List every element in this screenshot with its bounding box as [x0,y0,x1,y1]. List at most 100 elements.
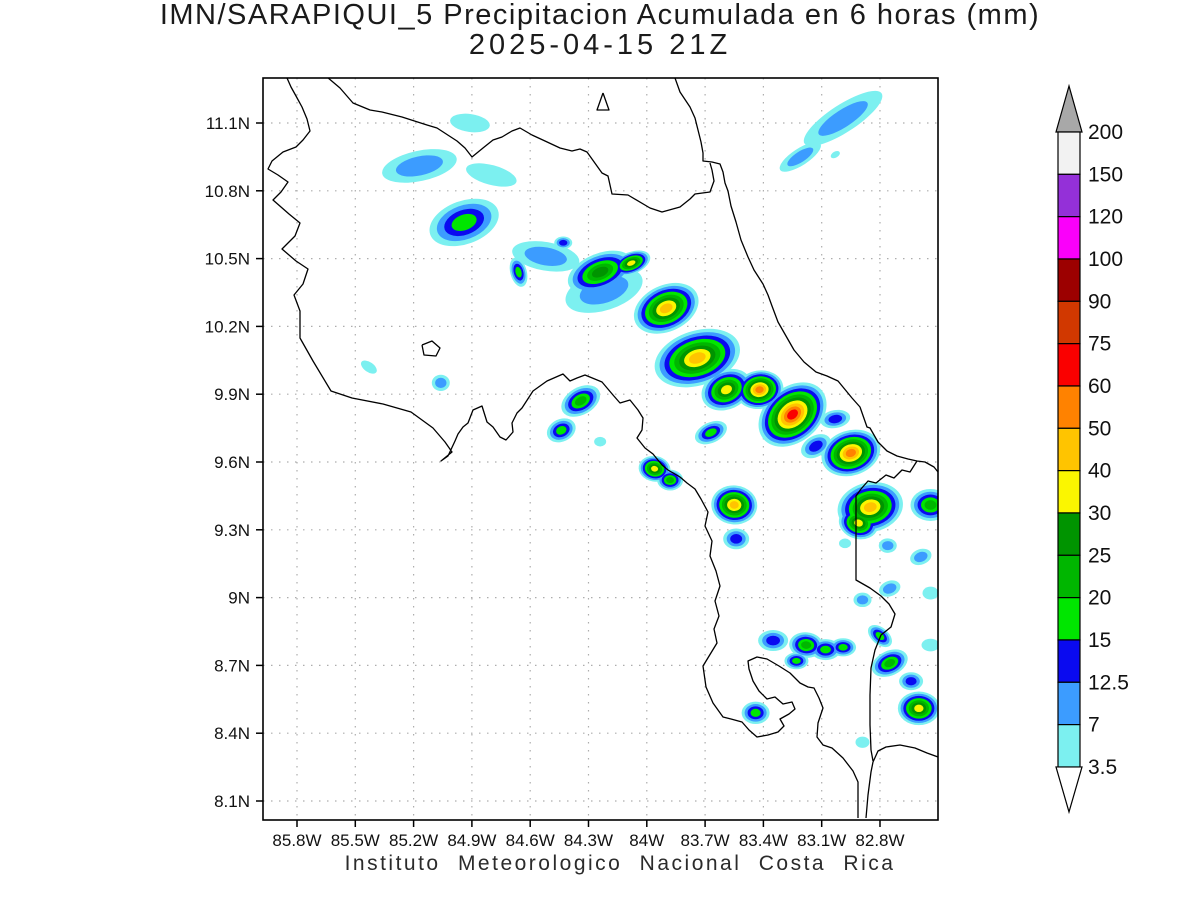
colorbar-segment [1057,258,1081,302]
precip-contour-band [914,551,928,563]
precip-contour-band [395,155,443,177]
colorbar-segment [1057,681,1081,726]
colorbar-label: 30 [1088,502,1111,525]
lat-tick-label: 10.5N [205,250,250,269]
coastline-islet-north [596,92,610,111]
footer-caption: Instituto Meteorologico Nacional Costa R… [344,852,896,875]
precip-contour-band [905,677,917,686]
lat-tick-label: 9.6N [214,453,250,472]
lat-tick-label: 8.7N [214,656,250,675]
precip-contour-band [828,414,843,424]
lon-tick-label: 84.6W [506,831,555,850]
lat-tick-label: 9.3N [214,521,250,540]
colorbar-label: 15 [1088,629,1111,652]
lon-tick-label: 85.8W [272,831,321,850]
lon-tick-label: 83.7W [681,831,730,850]
colorbar-segment [1057,216,1081,260]
precip-contour-band [820,645,832,654]
precipitation-shading [361,90,938,748]
coastline-panama-border [855,460,918,762]
lon-tick-label: 84W [629,831,664,850]
precip-contour-band [801,641,812,649]
colorbar-label: 3.5 [1088,756,1117,779]
precip-contour-band [882,583,897,594]
precip-contour-band [809,440,823,452]
precip-contour-band [361,360,377,374]
precip-contour-band [838,644,848,651]
lat-tick-label: 8.4N [214,724,250,743]
precip-contour-band [730,534,743,544]
precip-contour-band [559,239,568,246]
precip-contour-band [787,147,814,167]
colorbar-segment [1057,385,1081,429]
precip-contour-band [594,436,607,447]
lat-tick-label: 8.1N [214,792,250,811]
precip-contour-band [922,586,938,600]
colorbar-segment [1057,554,1081,599]
precip-contour-band [787,409,798,420]
precip-contour-band [818,101,868,136]
precip-contour-band [863,502,877,513]
lon-tick-label: 85.2W [389,831,438,850]
lon-tick-label: 84.3W [564,831,613,850]
precip-contour-band [705,428,717,437]
coastlines [267,78,938,819]
colorbar-overflow-arrow [1055,83,1083,133]
coastline-caribbean-coast [674,78,938,473]
chart-subtitle-datetime: 2025-04-15 21Z [468,29,732,62]
colorbar-segment [1057,427,1081,472]
precip-contour-band [666,476,674,484]
colorbar-segment [1057,131,1081,175]
colorbar-label: 90 [1088,290,1111,313]
precip-contour-band [524,246,567,266]
precip-contour-band [591,266,609,278]
colorbar-label: 75 [1088,333,1111,356]
precip-contour-band [450,113,490,133]
precip-contour-band [651,465,659,472]
lon-tick-label: 83.1W [797,831,846,850]
precip-contour-band [466,163,517,187]
lon-tick-label: 83.4W [739,831,788,850]
precip-contour-band [451,213,477,232]
precip-contour-band [755,386,764,394]
lon-tick-label: 84.9W [447,831,496,850]
colorbar-label: 40 [1088,460,1111,483]
colorbar-segment [1057,470,1081,514]
colorbar-label: 100 [1088,248,1123,271]
precip-contour-band [556,426,567,435]
lat-tick-label: 10.2N [205,317,250,336]
colorbar-segment [1057,173,1081,218]
precip-contour-band [921,638,938,652]
lat-tick-label: 9.9N [214,385,250,404]
plot-frame [262,77,939,821]
colorbar-segment [1057,597,1081,641]
precip-contour-band [515,266,522,278]
axis-labels: 85.8W 85.5W 85.2W 84.9W 84.6W 84.3W 84W 83.7W 83… [205,114,905,850]
coastline-south-coast-panama [865,744,938,819]
lat-tick-label: 10.8N [205,182,250,201]
precip-contour-band [884,659,896,668]
lat-tick-label: 11.1N [206,114,250,133]
colorbar-label: 12.5 [1088,671,1129,694]
colorbar-label: 25 [1088,544,1111,567]
colorbar-label: 120 [1088,206,1123,229]
precip-contour-band [882,541,894,551]
axis-ticks [256,122,881,827]
precip-contour-band [659,303,673,314]
chart-title: IMN/SARAPIQUI_5 Precipitacion Acumulada … [159,0,1041,31]
grid-lines [263,78,938,820]
colorbar: 200 150 120 100 90 75 60 50 40 30 25 20 15 12.5 7 3.5 [1055,83,1129,815]
colorbar-label: 20 [1088,587,1111,610]
colorbar-label: 200 [1088,121,1123,144]
colorbar-segment [1057,343,1081,387]
chart-title-block: IMN/SARAPIQUI_5 Precipitacion Acumulada … [0,0,1200,61]
colorbar-segment [1057,300,1081,345]
precip-contour-band [792,657,801,664]
precip-contour-band [729,501,739,509]
precip-contour-band [855,736,870,748]
plot-area [263,78,938,820]
colorbar-label: 150 [1088,163,1123,186]
